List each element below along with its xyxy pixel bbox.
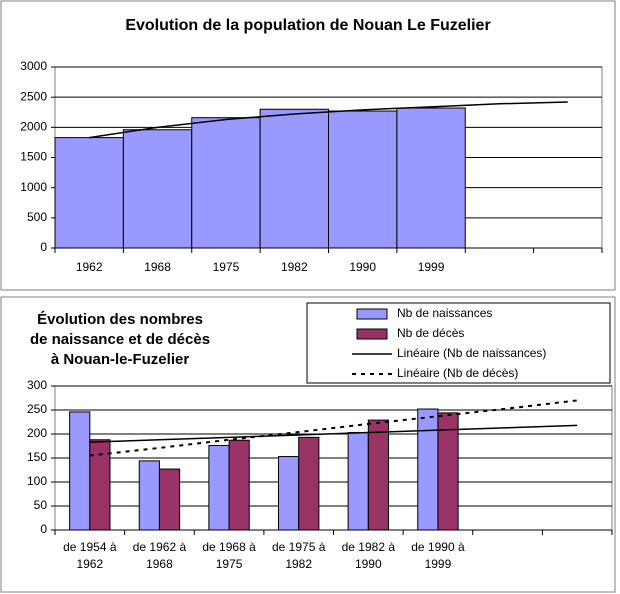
bar — [138, 460, 160, 531]
bar — [277, 456, 300, 531]
x-tick-label: 1990 — [349, 260, 376, 274]
x-tick-label: 1968 — [144, 260, 171, 274]
y-tick-label: 500 — [27, 210, 47, 224]
legend-label: Nb de naissances — [397, 306, 492, 320]
x-tick-label: de 1954 à — [63, 540, 117, 554]
chart-title: de naissance et de décès — [30, 331, 210, 348]
x-tick-label: de 1968 à — [202, 540, 256, 554]
legend-swatch — [356, 308, 388, 320]
bar — [122, 129, 193, 249]
x-tick-label: 1975 — [213, 260, 240, 274]
bar — [437, 412, 459, 531]
y-tick-label: 50 — [34, 498, 48, 512]
x-tick-label: 1975 — [216, 557, 243, 571]
bar — [417, 408, 439, 531]
chart-title: Evolution de la population de Nouan Le F… — [125, 17, 490, 34]
bar — [191, 117, 261, 249]
trend-line — [89, 101, 568, 139]
x-tick-label: de 1982 à — [342, 540, 396, 554]
y-tick-label: 250 — [27, 402, 47, 416]
legend-label: Nb de décès — [397, 326, 464, 340]
bar — [208, 445, 230, 531]
x-tick-label: 1962 — [76, 557, 103, 571]
y-tick-label: 200 — [27, 426, 47, 440]
y-tick-label: 2500 — [20, 89, 47, 103]
bar — [259, 108, 329, 249]
y-tick-label: 100 — [27, 474, 47, 488]
legend-swatch — [356, 328, 388, 340]
bar — [228, 439, 250, 531]
legend-label: Linéaire (Nb de naissances) — [397, 346, 546, 360]
y-tick-label: 150 — [27, 450, 47, 464]
trend-line — [89, 424, 578, 443]
y-tick-label: 1000 — [20, 180, 47, 194]
x-tick-label: 1982 — [285, 557, 312, 571]
x-tick-label: 1990 — [355, 557, 382, 571]
x-tick-label: de 1990 à — [411, 540, 465, 554]
bar — [54, 137, 124, 249]
y-tick-label: 1500 — [20, 150, 47, 164]
chart-title: Évolution des nombres — [37, 311, 203, 328]
bar — [298, 436, 320, 531]
x-tick-label: de 1962 à — [133, 540, 187, 554]
x-tick-label: de 1975 à — [272, 540, 326, 554]
chart-title: à Nouan-le-Fuzelier — [51, 351, 190, 368]
bar — [69, 411, 91, 531]
bar — [367, 419, 390, 531]
bar — [347, 432, 369, 531]
y-tick-label: 0 — [40, 240, 47, 254]
x-tick-label: 1999 — [418, 260, 445, 274]
y-tick-label: 2000 — [20, 120, 47, 134]
bar — [158, 468, 181, 531]
x-tick-label: 1982 — [281, 260, 308, 274]
trend-line — [89, 399, 578, 457]
bar — [396, 107, 466, 249]
bar — [89, 439, 111, 531]
bar — [328, 110, 398, 249]
legend-label: Linéaire (Nb de décès) — [397, 366, 518, 380]
y-tick-label: 300 — [27, 378, 47, 392]
x-tick-label: 1999 — [425, 557, 452, 571]
y-tick-label: 0 — [40, 522, 47, 536]
x-tick-label: 1968 — [146, 557, 173, 571]
y-tick-label: 3000 — [20, 59, 47, 73]
x-tick-label: 1962 — [76, 260, 103, 274]
